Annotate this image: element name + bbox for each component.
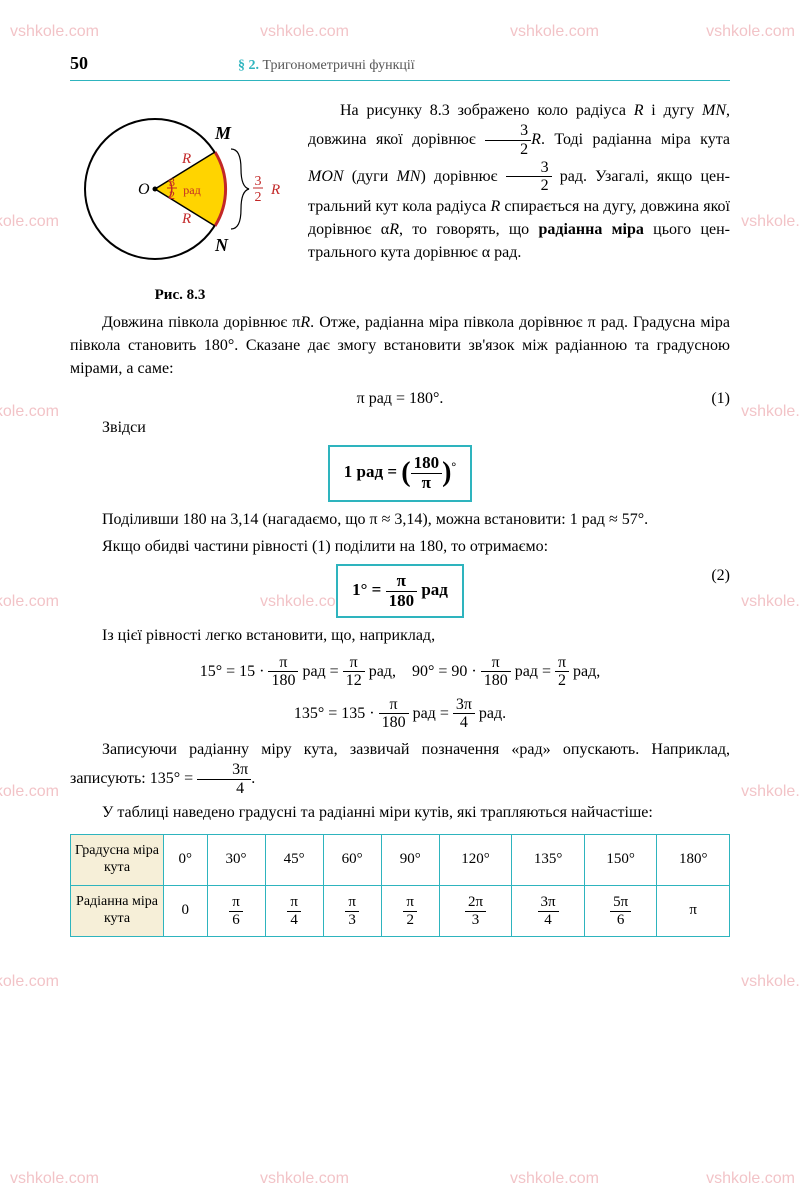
rad-cell: π6 — [207, 886, 265, 937]
watermark: vshkole.com — [741, 210, 800, 233]
row-label-degrees: Градусна міра кута — [71, 835, 164, 886]
page: vshkole.com vshkole.com vshkole.com vshk… — [0, 0, 800, 1200]
watermark: vshkole.com — [741, 590, 800, 613]
deg-cell: 180° — [657, 835, 730, 886]
rad-cell: π3 — [323, 886, 381, 937]
watermark: vshkole.com — [10, 1167, 99, 1190]
equation-number-1: (1) — [711, 387, 730, 410]
paragraph-2: Довжина півкола дорівнює πR. Отже, радіа… — [70, 311, 730, 381]
svg-text:рад: рад — [183, 183, 200, 197]
label-N: N — [214, 235, 229, 255]
figure-column: O M N R R 3 2 рад 3 2 R Рис. 8.3 — [70, 99, 290, 307]
equation-number-2: (2) — [711, 564, 730, 587]
page-header: 50 § 2. Тригонометричні функції — [70, 50, 730, 81]
watermark: vshkole.com — [260, 20, 349, 43]
section-title: Тригонометричні функції — [263, 58, 415, 73]
table-row-degrees: Градусна міра кута 0° 30° 45° 60° 90° 12… — [71, 835, 730, 886]
table-row-radians: Радіанна міра кута 0 π6 π4 π3 π2 2π3 3π4… — [71, 886, 730, 937]
watermark: vshkole.com — [706, 1167, 795, 1190]
watermark: vshkole.com — [510, 20, 599, 43]
rad-cell: 3π4 — [512, 886, 585, 937]
watermark: vshkole.com — [0, 400, 59, 423]
label-M: M — [214, 123, 232, 143]
text-column: На рисунку 8.3 зображено коло раді­уса R… — [308, 99, 730, 307]
watermark: vshkole.com — [0, 780, 59, 803]
paragraph-5: Якщо обидві частини рівності (1) поділит… — [70, 535, 730, 558]
svg-text:2: 2 — [169, 188, 175, 202]
figure-8-3: O M N R R 3 2 рад 3 2 R — [75, 99, 285, 279]
paragraph-4: Поділивши 180 на 3,14 (нагадаємо, що π ≈… — [70, 508, 730, 531]
figure-caption: Рис. 8.3 — [70, 285, 290, 307]
examples-line-2: 135° = 135 · π180 рад = 3π4 рад. — [70, 696, 730, 732]
page-number: 50 — [70, 50, 88, 76]
angle-table: Градусна міра кута 0° 30° 45° 60° 90° 12… — [70, 834, 730, 937]
paragraph-8: У таблиці наведено градусні та радіанні … — [70, 801, 730, 824]
figure-row: O M N R R 3 2 рад 3 2 R Рис. 8.3 — [70, 99, 730, 307]
paragraph-6: Із цієї рівності легко встановити, що, н… — [70, 624, 730, 647]
deg-cell: 0° — [164, 835, 208, 886]
watermark: vshkole.com — [0, 590, 59, 613]
formula-box-2: 1° = π180 рад (2) — [70, 564, 730, 618]
deg-cell: 30° — [207, 835, 265, 886]
section-label: § 2. Тригонометричні функції — [238, 56, 415, 76]
watermark: vshkole.com — [0, 970, 59, 993]
watermark: vshkole.com — [741, 970, 800, 993]
svg-text:3: 3 — [255, 174, 262, 189]
deg-cell: 120° — [439, 835, 512, 886]
rad-cell: π4 — [265, 886, 323, 937]
deg-cell: 45° — [265, 835, 323, 886]
watermark: vshkole.com — [0, 210, 59, 233]
watermark: vshkole.com — [741, 400, 800, 423]
row-label-radians: Радіанна міра кута — [71, 886, 164, 937]
deg-cell: 60° — [323, 835, 381, 886]
svg-text:3: 3 — [169, 175, 175, 189]
label-O: O — [138, 181, 150, 198]
rad-cell: π — [657, 886, 730, 937]
watermark: vshkole.com — [510, 1167, 599, 1190]
rad-cell: π2 — [381, 886, 439, 937]
label-R-bot: R — [181, 211, 191, 227]
paragraph-7: Записуючи радіанну міру кута, зазвичай п… — [70, 738, 730, 797]
deg-cell: 150° — [584, 835, 657, 886]
watermark: vshkole.com — [741, 780, 800, 803]
formula-box-1: 1 рад = (180π)° — [70, 445, 730, 502]
watermark: vshkole.com — [706, 20, 795, 43]
deg-cell: 135° — [512, 835, 585, 886]
examples-line-1: 15° = 15 · π180 рад = π12 рад, 90° = 90 … — [70, 654, 730, 690]
deg-cell: 90° — [381, 835, 439, 886]
rad-cell: 2π3 — [439, 886, 512, 937]
svg-text:R: R — [270, 182, 280, 198]
paragraph-3: Звідси — [70, 416, 730, 439]
rad-cell: 0 — [164, 886, 208, 937]
watermark: vshkole.com — [260, 1167, 349, 1190]
label-R-top: R — [181, 151, 191, 167]
svg-text:2: 2 — [255, 190, 262, 205]
watermark: vshkole.com — [10, 20, 99, 43]
equation-1: π рад = 180°. (1) — [70, 387, 730, 410]
section-prefix: § 2. — [238, 58, 259, 73]
paragraph-1: На рисунку 8.3 зображено коло раді­уса R… — [308, 99, 730, 264]
rad-cell: 5π6 — [584, 886, 657, 937]
